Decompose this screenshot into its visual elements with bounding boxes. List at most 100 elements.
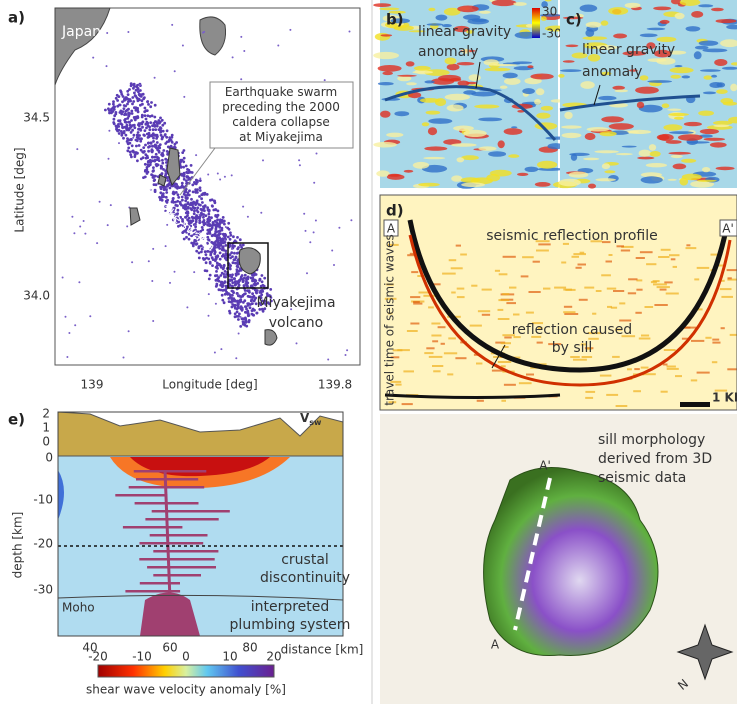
event-dot <box>165 150 169 153</box>
texture <box>640 366 649 369</box>
texture <box>397 75 412 82</box>
label: d) <box>386 202 404 220</box>
event-dot <box>106 224 109 227</box>
texture <box>534 98 541 105</box>
event-dot <box>231 56 234 59</box>
texture <box>667 50 687 55</box>
event-dot <box>313 181 316 184</box>
texture <box>535 88 545 96</box>
texture <box>456 62 475 66</box>
event-dot <box>223 239 226 242</box>
label: linear gravity <box>418 24 511 40</box>
texture <box>672 163 687 170</box>
texture <box>561 125 582 129</box>
texture <box>578 298 588 301</box>
event-dot <box>242 284 246 287</box>
label: Vsw <box>300 411 322 427</box>
label: Earthquake swarm <box>225 85 337 99</box>
texture <box>511 126 518 129</box>
texture <box>432 340 439 343</box>
texture <box>691 339 705 342</box>
event-dot <box>236 236 239 239</box>
texture <box>674 65 683 68</box>
event-dot <box>210 250 214 254</box>
texture <box>563 288 572 291</box>
event-dot <box>197 256 201 260</box>
event-dot <box>176 193 180 197</box>
event-dot <box>216 239 220 243</box>
label: interpreted plumbing system <box>230 599 351 633</box>
event-dot <box>166 184 170 188</box>
event-dot <box>220 293 224 297</box>
event-dot <box>152 166 155 170</box>
texture <box>579 4 598 12</box>
texture <box>710 253 718 256</box>
event-dot <box>303 212 306 215</box>
island <box>129 147 278 346</box>
texture <box>560 69 582 72</box>
event-dot <box>204 222 207 226</box>
event-dot <box>235 251 239 255</box>
event-dot <box>134 108 138 112</box>
label: 30 <box>542 5 557 19</box>
event-dot <box>205 269 209 273</box>
event-dot <box>179 166 183 169</box>
event-dot <box>237 280 241 284</box>
texture <box>672 265 677 268</box>
label: 40 <box>82 641 97 655</box>
event-dot <box>125 140 129 143</box>
event-dot <box>249 295 253 299</box>
event-dot <box>216 267 219 270</box>
texture <box>613 290 625 292</box>
event-dot <box>166 152 170 156</box>
label: 10 <box>222 650 237 664</box>
event-dot <box>152 121 156 125</box>
texture <box>573 358 587 361</box>
event-dot <box>132 83 136 87</box>
event-dot <box>306 272 308 275</box>
event-dot <box>129 82 133 86</box>
event-dot <box>229 300 233 304</box>
label: by sill <box>552 340 593 356</box>
event-dot <box>224 252 228 255</box>
event-dot <box>162 168 165 171</box>
event-dot <box>110 109 113 113</box>
texture <box>636 288 643 291</box>
texture <box>388 10 406 14</box>
event-dot <box>200 247 204 251</box>
texture <box>580 81 595 89</box>
event-dot <box>196 230 200 234</box>
texture <box>699 128 720 135</box>
texture <box>698 110 714 116</box>
texture <box>558 178 581 187</box>
texture <box>495 341 506 344</box>
event-dot <box>161 129 165 133</box>
texture <box>627 368 632 371</box>
texture <box>497 318 510 320</box>
event-dot <box>139 103 142 107</box>
event-dot <box>224 249 228 253</box>
texture <box>680 326 691 329</box>
texture <box>581 356 593 358</box>
event-dot <box>221 298 225 302</box>
texture <box>670 74 681 79</box>
texture <box>536 249 549 252</box>
event-dot <box>125 121 128 124</box>
texture <box>711 361 718 364</box>
event-dot <box>137 144 141 147</box>
event-dot <box>118 142 120 145</box>
texture <box>624 2 641 9</box>
event-dot <box>224 274 227 277</box>
event-dot <box>207 293 210 296</box>
event-dot <box>259 284 263 288</box>
event-dot <box>232 277 236 281</box>
event-dot <box>244 292 247 295</box>
label: reflection caused by sill <box>512 322 632 356</box>
event-dot <box>194 224 196 227</box>
sill <box>139 558 215 561</box>
event-dot <box>315 152 318 155</box>
event-dot <box>142 146 146 150</box>
texture <box>721 66 737 70</box>
event-dot <box>181 198 184 202</box>
texture <box>379 7 400 11</box>
